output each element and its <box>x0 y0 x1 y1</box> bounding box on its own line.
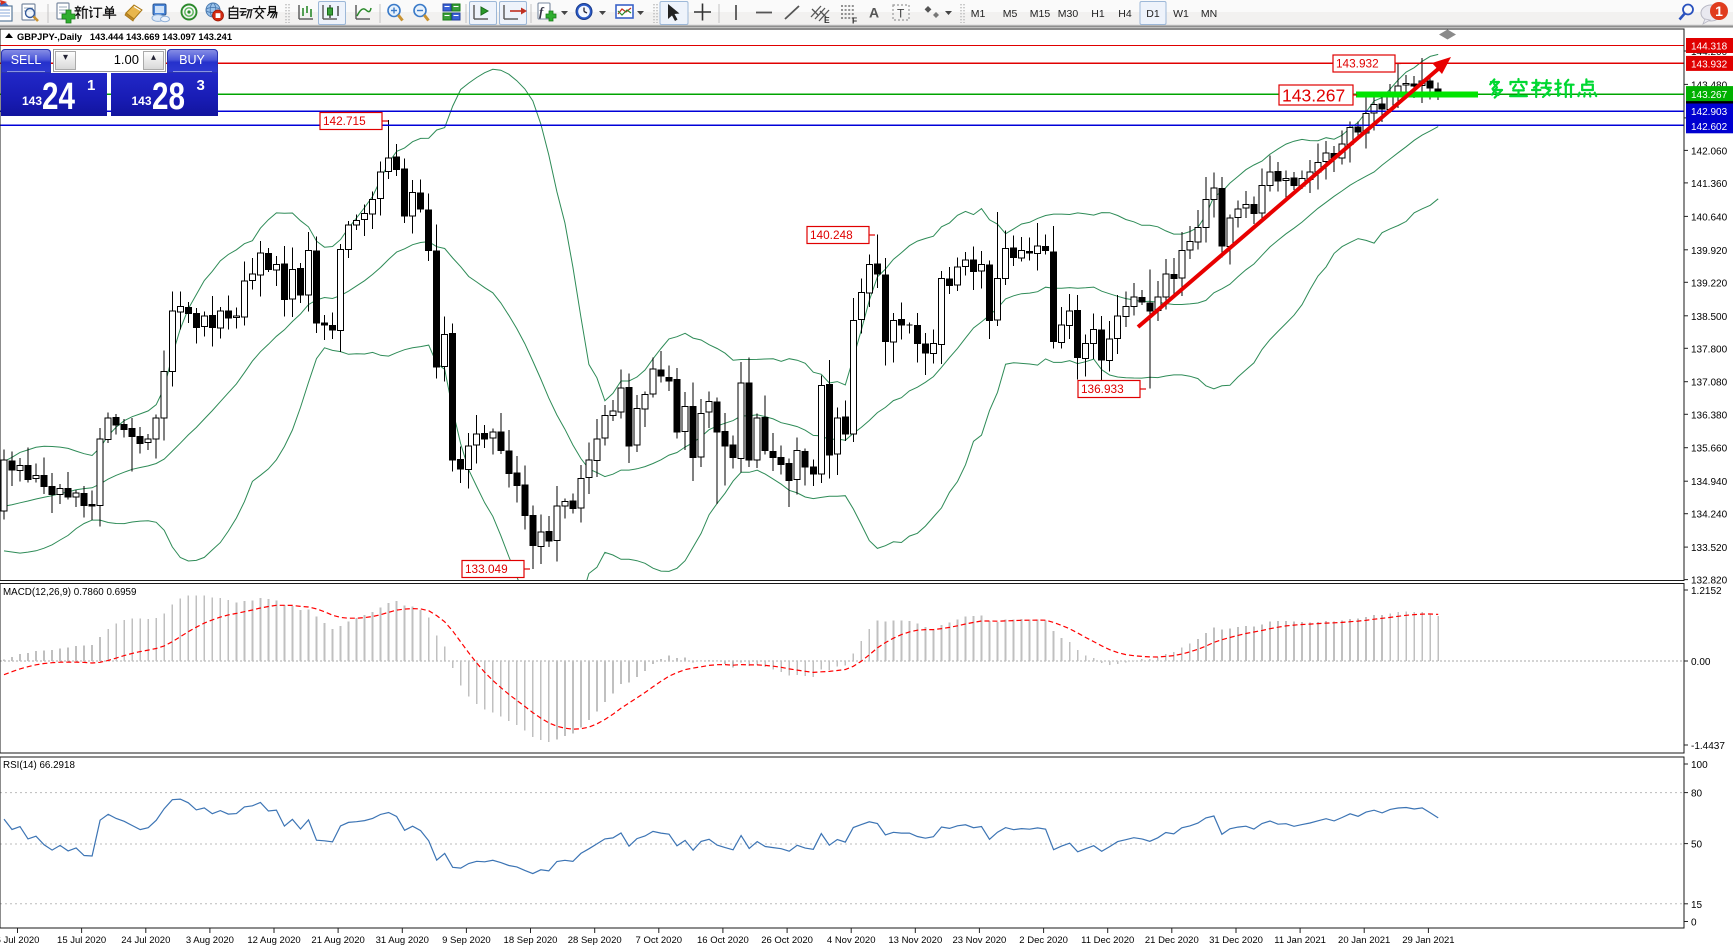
svg-text:143.480: 143.480 <box>1691 80 1728 91</box>
svg-text:M15: M15 <box>1030 8 1051 20</box>
svg-text:15: 15 <box>1691 900 1703 911</box>
svg-text:144.318: 144.318 <box>1691 42 1728 53</box>
svg-text:141.360: 141.360 <box>1691 179 1728 190</box>
svg-text:143.932: 143.932 <box>1336 57 1379 71</box>
svg-text:H1: H1 <box>1091 8 1105 20</box>
svg-text:11 Dec 2020: 11 Dec 2020 <box>1081 935 1134 946</box>
svg-text:140.248: 140.248 <box>810 228 853 242</box>
svg-text:143.932: 143.932 <box>1691 60 1728 71</box>
svg-text:140.640: 140.640 <box>1691 212 1728 223</box>
svg-text:100: 100 <box>1691 760 1708 771</box>
svg-text:136.933: 136.933 <box>1081 382 1124 396</box>
svg-text:11 Jan 2021: 11 Jan 2021 <box>1274 935 1326 946</box>
svg-text:3 Aug 2020: 3 Aug 2020 <box>186 935 234 946</box>
svg-text:W1: W1 <box>1173 8 1189 20</box>
svg-text:D1: D1 <box>1146 8 1160 20</box>
svg-text:MN: MN <box>1201 8 1217 20</box>
svg-text:132.820: 132.820 <box>1691 576 1728 587</box>
svg-text:142.903: 142.903 <box>1691 107 1728 118</box>
svg-text:134.940: 134.940 <box>1691 477 1728 488</box>
svg-text:29 Jan 2021: 29 Jan 2021 <box>1402 935 1454 946</box>
svg-text:16 Oct 2020: 16 Oct 2020 <box>697 935 749 946</box>
svg-text:H4: H4 <box>1118 8 1132 20</box>
svg-text:143.267: 143.267 <box>1691 90 1728 101</box>
svg-text:T: T <box>897 7 905 21</box>
svg-text:M30: M30 <box>1058 8 1079 20</box>
svg-text:0: 0 <box>1691 918 1697 929</box>
svg-text:4 Nov 2020: 4 Nov 2020 <box>827 935 876 946</box>
svg-text:134.240: 134.240 <box>1691 510 1728 521</box>
svg-text:-1.4437: -1.4437 <box>1691 741 1725 752</box>
svg-text:F: F <box>852 16 857 26</box>
svg-text:136.380: 136.380 <box>1691 410 1728 421</box>
svg-text:31 Dec 2020: 31 Dec 2020 <box>1209 935 1263 946</box>
svg-text:18 Sep 2020: 18 Sep 2020 <box>504 935 558 946</box>
svg-text:7 Oct 2020: 7 Oct 2020 <box>636 935 682 946</box>
svg-text:142.715: 142.715 <box>323 114 366 128</box>
svg-text:2 Dec 2020: 2 Dec 2020 <box>1019 935 1068 946</box>
svg-text:138.500: 138.500 <box>1691 312 1728 323</box>
svg-text:23 Nov 2020: 23 Nov 2020 <box>952 935 1006 946</box>
svg-text:f: f <box>539 4 545 19</box>
svg-text:1: 1 <box>1715 3 1723 19</box>
svg-text:M5: M5 <box>1003 8 1018 20</box>
svg-text:15 Jul 2020: 15 Jul 2020 <box>57 935 106 946</box>
svg-text:139.920: 139.920 <box>1691 246 1728 257</box>
svg-text:9 Sep 2020: 9 Sep 2020 <box>442 935 491 946</box>
svg-text:137.800: 137.800 <box>1691 344 1728 355</box>
svg-text:133.049: 133.049 <box>465 562 508 576</box>
svg-text:RSI(14) 66.2918: RSI(14) 66.2918 <box>3 760 75 771</box>
svg-text:MACD(12,26,9) 0.7860 0.6959: MACD(12,26,9) 0.7860 0.6959 <box>3 587 136 598</box>
svg-text:12 Aug 2020: 12 Aug 2020 <box>247 935 300 946</box>
svg-text:GBPJPY-,Daily 143.444 143.66: GBPJPY-,Daily 143.444 143.669 143.097 14… <box>17 32 232 42</box>
svg-text:31 Aug 2020: 31 Aug 2020 <box>376 935 429 946</box>
svg-text:13 Nov 2020: 13 Nov 2020 <box>888 935 942 946</box>
svg-text:139.220: 139.220 <box>1691 278 1728 289</box>
svg-text:20 Jan 2021: 20 Jan 2021 <box>1338 935 1390 946</box>
svg-text:135.660: 135.660 <box>1691 444 1728 455</box>
svg-text:1.2152: 1.2152 <box>1691 586 1722 597</box>
svg-text:0.00: 0.00 <box>1691 657 1711 668</box>
svg-text:21 Aug 2020: 21 Aug 2020 <box>311 935 364 946</box>
svg-text:133.520: 133.520 <box>1691 543 1728 554</box>
svg-text:6 Jul 2020: 6 Jul 2020 <box>0 935 39 946</box>
svg-text:24 Jul 2020: 24 Jul 2020 <box>121 935 170 946</box>
svg-text:50: 50 <box>1691 840 1703 851</box>
svg-text:M1: M1 <box>971 8 986 20</box>
svg-text:A: A <box>869 5 879 21</box>
svg-text:142.060: 142.060 <box>1691 146 1728 157</box>
svg-text:143.267: 143.267 <box>1282 85 1345 105</box>
svg-text:28 Sep 2020: 28 Sep 2020 <box>568 935 622 946</box>
svg-text:137.080: 137.080 <box>1691 378 1728 389</box>
svg-text:26 Oct 2020: 26 Oct 2020 <box>761 935 813 946</box>
svg-text:E: E <box>824 15 830 25</box>
svg-text:142.602: 142.602 <box>1691 122 1728 133</box>
svg-text:80: 80 <box>1691 789 1703 800</box>
svg-text:21 Dec 2020: 21 Dec 2020 <box>1145 935 1199 946</box>
